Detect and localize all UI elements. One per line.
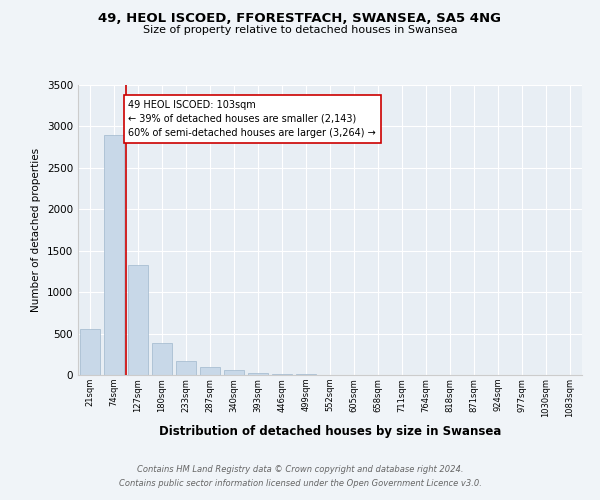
Y-axis label: Number of detached properties: Number of detached properties	[31, 148, 41, 312]
Bar	[296, 374, 316, 375]
Bar	[80, 330, 100, 375]
Bar	[104, 134, 124, 375]
Bar	[224, 370, 244, 375]
Text: Contains HM Land Registry data © Crown copyright and database right 2024.
Contai: Contains HM Land Registry data © Crown c…	[119, 466, 481, 487]
Bar	[272, 374, 292, 375]
Text: Size of property relative to detached houses in Swansea: Size of property relative to detached ho…	[143, 25, 457, 35]
Bar	[128, 265, 148, 375]
Bar	[152, 342, 172, 375]
Bar	[200, 367, 220, 375]
Text: 49 HEOL ISCOED: 103sqm
← 39% of detached houses are smaller (2,143)
60% of semi-: 49 HEOL ISCOED: 103sqm ← 39% of detached…	[128, 100, 376, 138]
Bar	[176, 360, 196, 375]
Bar	[248, 372, 268, 375]
X-axis label: Distribution of detached houses by size in Swansea: Distribution of detached houses by size …	[159, 425, 501, 438]
Text: 49, HEOL ISCOED, FFORESTFACH, SWANSEA, SA5 4NG: 49, HEOL ISCOED, FFORESTFACH, SWANSEA, S…	[98, 12, 502, 26]
